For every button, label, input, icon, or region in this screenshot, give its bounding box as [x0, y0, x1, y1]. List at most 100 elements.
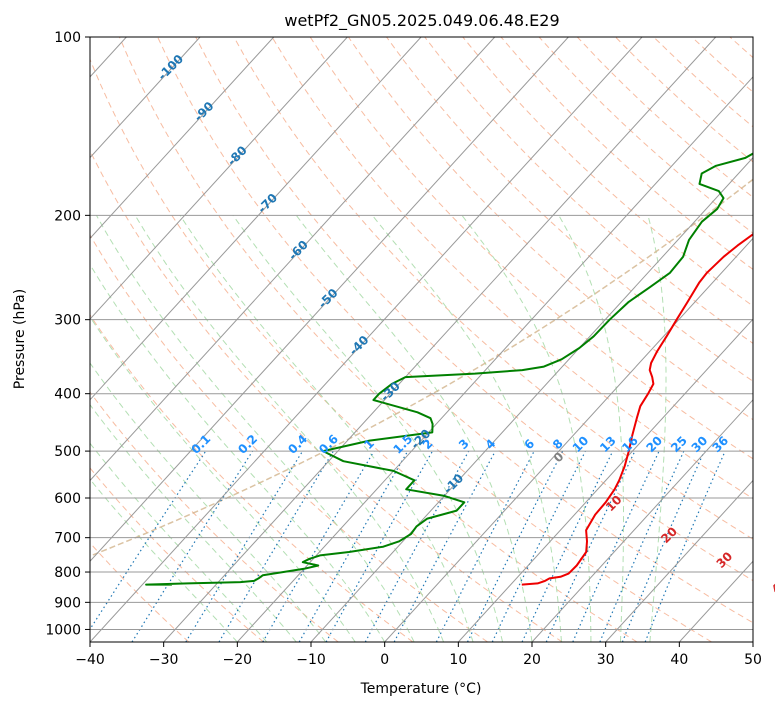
- isotherm-label: -90: [191, 99, 216, 124]
- isotherm-line: [90, 37, 569, 563]
- dry-adiabat: [309, 37, 753, 460]
- mixing-ratio-label: 36: [709, 433, 731, 455]
- isotherm-label: -70: [255, 191, 280, 216]
- dry-adiabat: [691, 37, 753, 93]
- dry-adiabat: [347, 37, 753, 421]
- dry-adiabat: [271, 37, 753, 500]
- dry-adiabat: [90, 542, 190, 642]
- mixing-ratio-line: [621, 450, 705, 642]
- dry-adiabat: [653, 37, 753, 128]
- x-tick-label: −40: [75, 652, 105, 668]
- y-tick-label: 500: [54, 444, 81, 460]
- wetbulb-label: 0: [551, 449, 567, 465]
- axes: −40 −30 −20 −10 0 10 20 30 40 5010020030040050060…: [45, 30, 762, 668]
- mixing-ratio-line: [491, 450, 586, 642]
- mixing-ratio-label: 0.4: [285, 432, 310, 457]
- y-tick-label: 800: [54, 565, 81, 581]
- wetbulb-label: 40: [769, 575, 775, 597]
- y-axis-label: Pressure (hPa): [12, 289, 28, 389]
- mixing-ratio-line: [218, 450, 334, 642]
- mixing-ratio-label: 6: [521, 436, 537, 452]
- mixing-ratio-label: 1: [361, 436, 377, 452]
- dry-adiabat: [615, 37, 753, 163]
- mixing-ratio-line: [644, 450, 726, 642]
- mixing-ratio-label: 0.1: [188, 432, 213, 457]
- moist-adiabat: [461, 214, 592, 642]
- isotherm-line: [605, 479, 753, 642]
- isotherm-line: [90, 37, 348, 320]
- dry-adiabat: [157, 37, 753, 624]
- dry-adiabat: [462, 37, 753, 307]
- moist-adiabat: [90, 263, 386, 642]
- y-tick-label: 700: [54, 531, 81, 547]
- chart-title: wetPf2_GN05.2025.049.06.48.E29: [284, 11, 559, 31]
- moist-adiabat: [647, 215, 667, 642]
- dry-adiabat: [195, 37, 753, 582]
- dry-adiabat: [729, 37, 753, 59]
- moist-adiabat: [179, 215, 474, 642]
- isotherm-label: -60: [286, 238, 311, 263]
- isotherm-label: -30: [378, 379, 403, 404]
- mixing-ratio-label: 2: [420, 436, 436, 452]
- y-tick-label: 100: [54, 30, 81, 46]
- mixing-ratio-line: [521, 450, 614, 642]
- mixing-ratio-label: 0.2: [235, 432, 260, 457]
- dry-adiabat: [90, 391, 339, 642]
- isotherm-line: [531, 399, 753, 642]
- isotherm-label: -100: [155, 52, 186, 83]
- x-tick-label: 30: [597, 652, 615, 668]
- dry-adiabat: [90, 149, 563, 642]
- y-tick-label: 900: [54, 595, 81, 611]
- mixing-ratio-line: [364, 450, 470, 642]
- y-tick-label: 1000: [45, 622, 81, 638]
- dry-adiabat: [90, 58, 638, 642]
- mixing-ratio-label: 8: [550, 436, 566, 452]
- x-tick-label: 20: [523, 652, 541, 668]
- dry-adiabat: [90, 467, 264, 642]
- y-tick-label: 400: [54, 387, 81, 403]
- isotherm-line: [236, 76, 753, 642]
- moist-adiabat: [232, 215, 503, 642]
- y-tick-label: 300: [54, 313, 81, 329]
- wetbulb-label: 20: [658, 524, 680, 546]
- line-labels: -100-90-80-70-60-50-40-30-20-100.1 0.2 0.4…: [155, 52, 775, 597]
- isotherm-line: [163, 37, 717, 642]
- mixing-ratio-line: [90, 450, 207, 631]
- mixing-ratio-line: [131, 450, 254, 642]
- dry-adiabat: [386, 37, 753, 382]
- wetbulb-label: 30: [714, 549, 736, 571]
- mixing-ratio-label: 3: [456, 436, 472, 452]
- x-tick-label: 40: [670, 652, 688, 668]
- moist-adiabat: [90, 442, 268, 642]
- mixing-ratio-label: 20: [643, 433, 665, 455]
- isotherm-line: [90, 37, 643, 642]
- dry-adiabat: [90, 234, 488, 642]
- temperature-line: [521, 233, 753, 586]
- moist-adiabat: [95, 215, 415, 642]
- x-tick-label: −20: [223, 652, 253, 668]
- moist-adiabat: [371, 214, 562, 642]
- isotherm-line: [384, 237, 753, 642]
- moist-adiabat: [90, 478, 238, 642]
- background-lines: [90, 37, 775, 642]
- x-axis-label: Temperature (°C): [360, 681, 482, 697]
- moist-adiabat: [90, 362, 327, 642]
- dry-adiabat: [768, 37, 775, 642]
- dewpoint-line: [145, 152, 753, 586]
- tan-curve: [90, 178, 753, 557]
- mixing-ratio-line: [599, 450, 685, 642]
- mixing-ratio-label: 16: [619, 433, 641, 455]
- mixing-ratio-line: [545, 450, 636, 642]
- isotherm-line: [752, 641, 753, 642]
- y-tick-label: 200: [54, 208, 81, 224]
- series-lines: [145, 152, 753, 586]
- moist-adiabat: [558, 215, 624, 642]
- isotherm-line: [90, 37, 496, 482]
- mixing-ratio-label: 30: [689, 433, 711, 455]
- isotherm-label: -10: [441, 471, 466, 496]
- mixing-ratio-line: [466, 450, 564, 642]
- mixing-ratio-label: 25: [668, 433, 690, 455]
- isotherm-line: [310, 156, 753, 642]
- isotherm-line: [457, 318, 753, 642]
- moist-adiabat: [134, 215, 445, 642]
